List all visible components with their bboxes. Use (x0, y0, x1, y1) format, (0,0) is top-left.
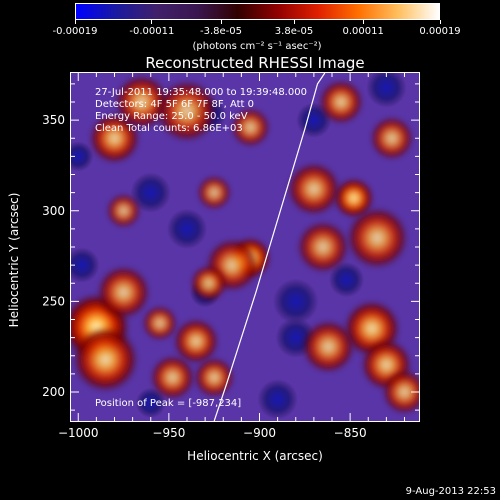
colorbar-tick (74, 20, 76, 24)
dark-region (71, 141, 94, 172)
dark-region (166, 208, 208, 250)
dark-region (71, 247, 100, 283)
emission-blob (287, 162, 340, 216)
time-range-annotation: 27-Jul-2011 19:35:48.000 to 19:39:48.000 (95, 87, 307, 98)
emission-blob (142, 306, 177, 341)
colorbar-units: (photons cm⁻² s⁻¹ asec⁻²) (192, 41, 322, 52)
emission-blob (89, 113, 140, 164)
emission-blob (370, 116, 414, 160)
plot-title: Reconstructed RHESSI Image (145, 54, 365, 72)
emission-blob (346, 207, 408, 269)
emission-blob (115, 75, 169, 129)
plot-frame (70, 72, 420, 422)
colorbar-tick (362, 20, 364, 24)
emission-blob (197, 175, 231, 210)
emission-blob (297, 221, 349, 273)
dark-region (328, 261, 365, 298)
clean-annotation: Clean Total counts: 6.86E+03 (95, 123, 243, 134)
y-tick-label: 300 (42, 204, 65, 218)
colorbar-tick (151, 20, 153, 24)
colorbar-tick-label: -3.8e-05 (200, 26, 242, 37)
emission-blob (97, 266, 150, 319)
dark-region (272, 278, 319, 325)
emission-blob (190, 265, 227, 302)
colorbar-tick (439, 20, 441, 24)
emission-blob (334, 178, 374, 218)
emission-blob (150, 355, 195, 400)
dark-region (135, 387, 166, 419)
peak-position-annotation: Position of Peak = [-987,234] (95, 398, 242, 409)
x-tick-label: −950 (152, 426, 185, 440)
dark-region (130, 172, 172, 213)
colorbar-tick-label: 3.8e-05 (274, 26, 314, 37)
emission-blob (73, 327, 138, 392)
emission-blob (173, 319, 219, 364)
x-tick-label: −900 (243, 426, 276, 440)
energy-range-annotation: Energy Range: 25.0 - 50.0 keV (95, 111, 248, 122)
dark-region (257, 378, 298, 420)
y-axis-label: Heliocentric Y (arcsec) (7, 192, 21, 328)
emission-blob (382, 370, 419, 414)
emission-blob (106, 194, 141, 228)
colorbar-tick-label: 0.00019 (419, 26, 461, 37)
colorbar-tick (220, 20, 222, 24)
timestamp-footer: 9-Aug-2013 22:53 (405, 486, 496, 497)
y-tick-label: 250 (42, 294, 65, 308)
emission-blob (156, 80, 218, 142)
y-tick-label: 350 (42, 113, 65, 127)
y-tick-label: 200 (42, 385, 65, 399)
heatmap-layer (71, 73, 419, 421)
solar-limb-line (213, 73, 326, 421)
colorbar-tick (293, 20, 295, 24)
emission-blob (319, 80, 363, 124)
colorbar-tick-label: 0.00011 (342, 26, 384, 37)
colorbar-tick-label: -0.00019 (52, 26, 98, 37)
colorbar (75, 3, 440, 20)
emission-blob (194, 357, 234, 398)
emission-blob (302, 320, 355, 373)
x-axis-label: Heliocentric X (arcsec) (187, 449, 323, 463)
x-tick-label: −850 (334, 426, 367, 440)
dark-region (366, 73, 407, 108)
emission-blob (231, 108, 270, 147)
detectors-annotation: Detectors: 4F 5F 6F 7F 8F, Att 0 (95, 99, 255, 110)
x-tick-label: −1000 (58, 426, 99, 440)
colorbar-tick-label: -0.00011 (129, 26, 175, 37)
